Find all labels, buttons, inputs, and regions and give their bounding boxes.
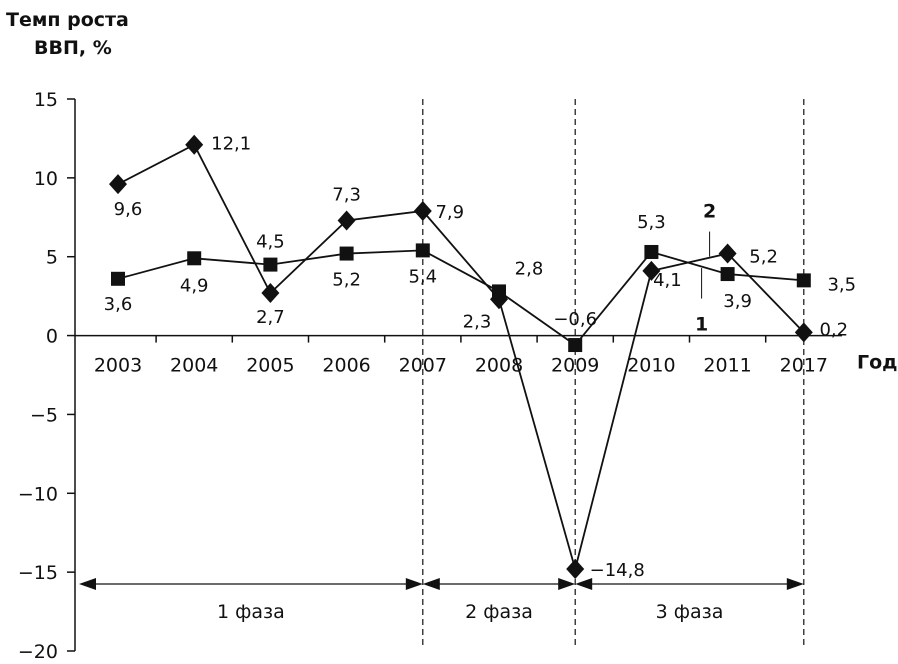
series-2-point bbox=[185, 134, 204, 155]
phase-arrowhead-left bbox=[422, 578, 440, 590]
series-2-point bbox=[642, 260, 661, 281]
phase-arrowhead-right bbox=[558, 578, 576, 590]
data-label-1: 3,6 bbox=[104, 294, 133, 315]
data-label-2: 7,9 bbox=[435, 202, 464, 223]
series-1-point bbox=[263, 257, 278, 272]
x-tick-label: 2009 bbox=[551, 355, 599, 377]
x-tick-label: 2006 bbox=[322, 355, 370, 377]
y-tick-label: 5 bbox=[46, 247, 58, 269]
series-1-point bbox=[568, 338, 583, 353]
data-label-2: 2,3 bbox=[463, 311, 492, 332]
phase-label: 3 фаза bbox=[656, 601, 724, 623]
phase-arrowhead-left bbox=[79, 578, 96, 590]
series-1-point bbox=[644, 244, 659, 259]
series-callout-1: 1 bbox=[695, 314, 708, 336]
phase-label: 2 фаза bbox=[465, 601, 533, 623]
data-label-1: 2,8 bbox=[515, 258, 544, 279]
data-label-2: 7,3 bbox=[332, 184, 361, 205]
data-label-1: 4,9 bbox=[180, 275, 209, 296]
data-label-1: 5,4 bbox=[408, 266, 437, 287]
data-label-2: 2,7 bbox=[256, 307, 285, 328]
data-label-1: 3,9 bbox=[723, 291, 752, 312]
y-tick-label: 0 bbox=[46, 326, 58, 348]
data-label-2: 0,2 bbox=[819, 319, 848, 340]
data-label-2: 12,1 bbox=[211, 134, 251, 155]
series-2-line bbox=[117, 143, 805, 573]
y-tick-label: −5 bbox=[30, 404, 58, 426]
x-tick-label: 2005 bbox=[246, 355, 294, 377]
y-axis-title-line-1: Темп роста bbox=[6, 9, 129, 31]
y-axis-title-line-2: ВВП, % bbox=[34, 37, 112, 59]
series-2-point bbox=[337, 210, 356, 231]
data-label-1: −0,6 bbox=[553, 309, 597, 330]
series-2-point bbox=[490, 289, 508, 310]
data-label-2: 5,2 bbox=[749, 247, 778, 268]
series-1-point bbox=[720, 267, 735, 282]
y-tick-label: 15 bbox=[34, 89, 58, 111]
data-label-2: 4,1 bbox=[653, 270, 682, 291]
y-axis-title: Темп роста ВВП, % bbox=[6, 6, 129, 62]
data-label-1: 5,3 bbox=[637, 212, 666, 233]
data-label-1: 5,2 bbox=[332, 270, 361, 291]
series-2-point bbox=[261, 282, 280, 303]
data-label-2: 9,6 bbox=[114, 199, 143, 220]
series-2-point bbox=[109, 174, 127, 195]
x-tick-label: 2011 bbox=[703, 355, 751, 377]
x-tick-label: 2007 bbox=[399, 355, 447, 377]
data-label-1: 3,5 bbox=[827, 274, 856, 295]
phase-arrowhead-left bbox=[575, 578, 593, 590]
phase-arrowhead-right bbox=[405, 578, 423, 590]
data-label-1: 4,5 bbox=[256, 232, 285, 253]
series-1-point bbox=[415, 243, 430, 258]
x-tick-label: 2017 bbox=[780, 355, 828, 377]
series-1-point bbox=[187, 251, 202, 266]
series-2-point bbox=[718, 243, 737, 264]
series-callout-2: 2 bbox=[703, 201, 716, 223]
x-tick-label: 2010 bbox=[627, 355, 675, 377]
series-2-point bbox=[566, 558, 585, 579]
phase-label: 1 фаза bbox=[217, 601, 285, 623]
series-1-point bbox=[339, 246, 354, 261]
y-tick-label: −20 bbox=[18, 641, 58, 663]
data-label-2: −14,8 bbox=[590, 560, 645, 581]
phase-arrowhead-right bbox=[786, 578, 804, 590]
series-2-point bbox=[794, 322, 813, 343]
y-tick-label: 10 bbox=[34, 168, 58, 190]
series-2-point bbox=[413, 200, 432, 221]
x-axis-title: Год bbox=[857, 352, 898, 374]
x-tick-label: 2004 bbox=[170, 355, 218, 377]
x-tick-label: 2008 bbox=[475, 355, 523, 377]
x-tick-label: 2003 bbox=[94, 355, 142, 377]
series-1-point bbox=[111, 271, 125, 286]
series-1-point bbox=[796, 273, 811, 288]
y-tick-label: −15 bbox=[18, 562, 58, 584]
y-tick-label: −10 bbox=[18, 483, 58, 505]
